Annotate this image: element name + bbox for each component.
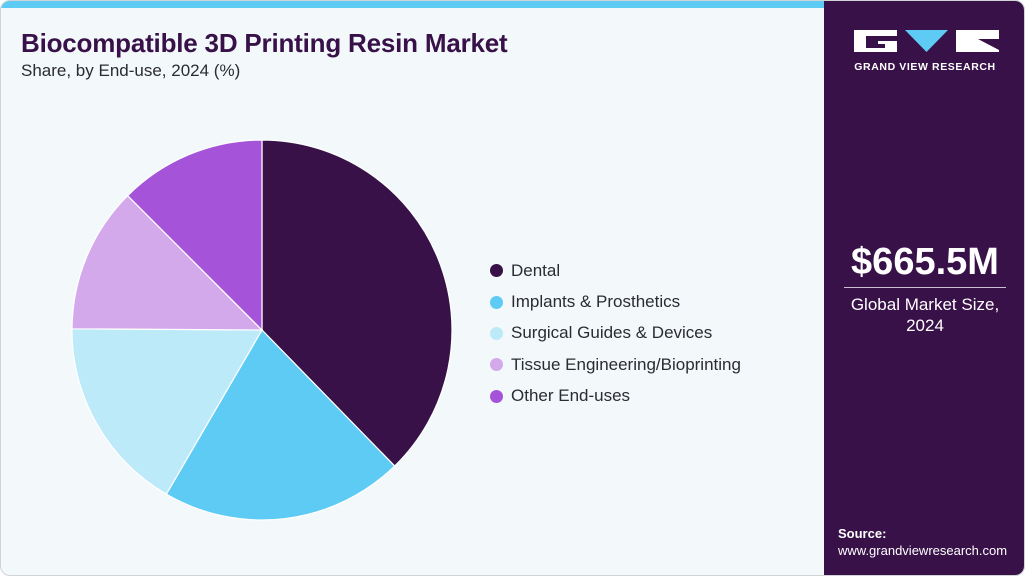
legend-label: Implants & Prosthetics [511,292,681,312]
pie-slice-dental [261,139,453,467]
legend-dot-icon [490,264,503,278]
legend-dot-icon [490,358,503,372]
legend-item: Implants & Prosthetics [490,286,741,317]
legend-label: Dental [511,260,561,280]
legend-item: Surgical Guides & Devices [490,318,741,349]
divider [844,287,1006,288]
legend-dot-icon [490,326,503,340]
source-title: Source: [838,526,887,541]
pie-slice-other-end-uses [126,139,263,332]
pie-slice-surgical-guides-devices [71,328,264,495]
chart-title: Biocompatible 3D Printing Resin Market [21,28,508,58]
pie-slice-tissue-engineering-bioprinting [71,194,264,331]
market-size-value: $665.5M [851,241,999,283]
legend-label: Surgical Guides & Devices [511,323,713,343]
legend-item: Other End-uses [490,381,741,412]
accent-bar [1,1,824,8]
chart-subtitle: Share, by End-use, 2024 (%) [21,61,241,80]
market-size-label-line1: Global Market Size, [850,295,1000,314]
legend-dot-icon [490,389,503,403]
legend-item: Dental [490,255,741,286]
grand-view-research-logo-icon [854,30,999,52]
pie-slice-implants-prosthetics [165,329,396,521]
pie-chart [71,139,453,521]
chart-legend: Dental Implants & Prosthetics Surgical Gui… [490,255,741,412]
legend-item: Tissue Engineering/Bioprinting [490,349,741,380]
info-sidebar: GRAND VIEW RESEARCH $665.5M Global Marke… [824,1,1024,575]
market-size-label-year: 2024 [906,316,944,335]
brand-name: GRAND VIEW RESEARCH [854,61,996,73]
legend-label: Tissue Engineering/Bioprinting [511,354,741,374]
legend-dot-icon [490,295,503,309]
market-size-label: Global Market Size, 2024 [824,294,1024,336]
source-link[interactable]: www.grandviewresearch.com [838,543,1008,558]
legend-label: Other End-uses [511,386,631,406]
